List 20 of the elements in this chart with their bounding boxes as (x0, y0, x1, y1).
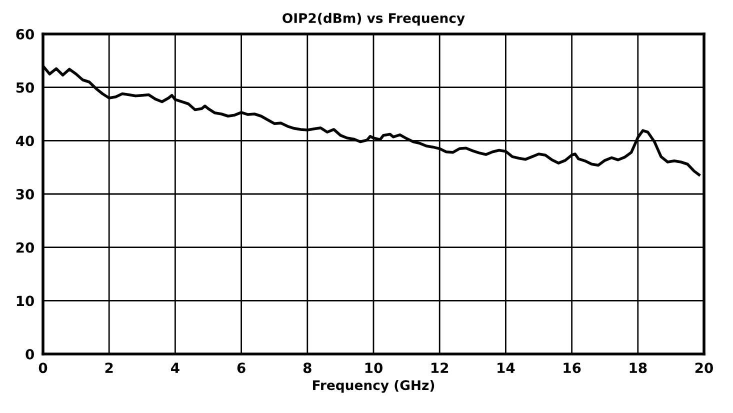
x-tick-label: 12 (432, 362, 448, 373)
y-tick-label: 30 (16, 188, 34, 200)
x-tick-label: 14 (498, 362, 515, 373)
x-tick-label: 10 (365, 362, 382, 374)
y-tick-label: 50 (16, 82, 34, 93)
y-tick-label: 10 (16, 296, 34, 306)
x-tick-label: 2 (105, 362, 113, 373)
x-tick-label: 6 (237, 362, 246, 374)
x-axis-title: Frequency (GHz) (312, 380, 434, 393)
x-tick-label: 20 (695, 362, 713, 374)
x-tick-label: 0 (38, 362, 48, 374)
x-tick-label: 4 (170, 362, 180, 373)
x-tick-label: 8 (303, 362, 312, 374)
x-tick-label: 16 (564, 362, 581, 374)
chart-title: OIP2(dBm) vs Frequency (282, 12, 465, 26)
y-tick-label: 40 (16, 136, 34, 146)
x-tick-label: 18 (630, 362, 647, 374)
y-tick-label: 20 (16, 242, 34, 253)
y-tick-label: 0 (26, 348, 34, 360)
y-tick-label: 60 (16, 28, 34, 40)
